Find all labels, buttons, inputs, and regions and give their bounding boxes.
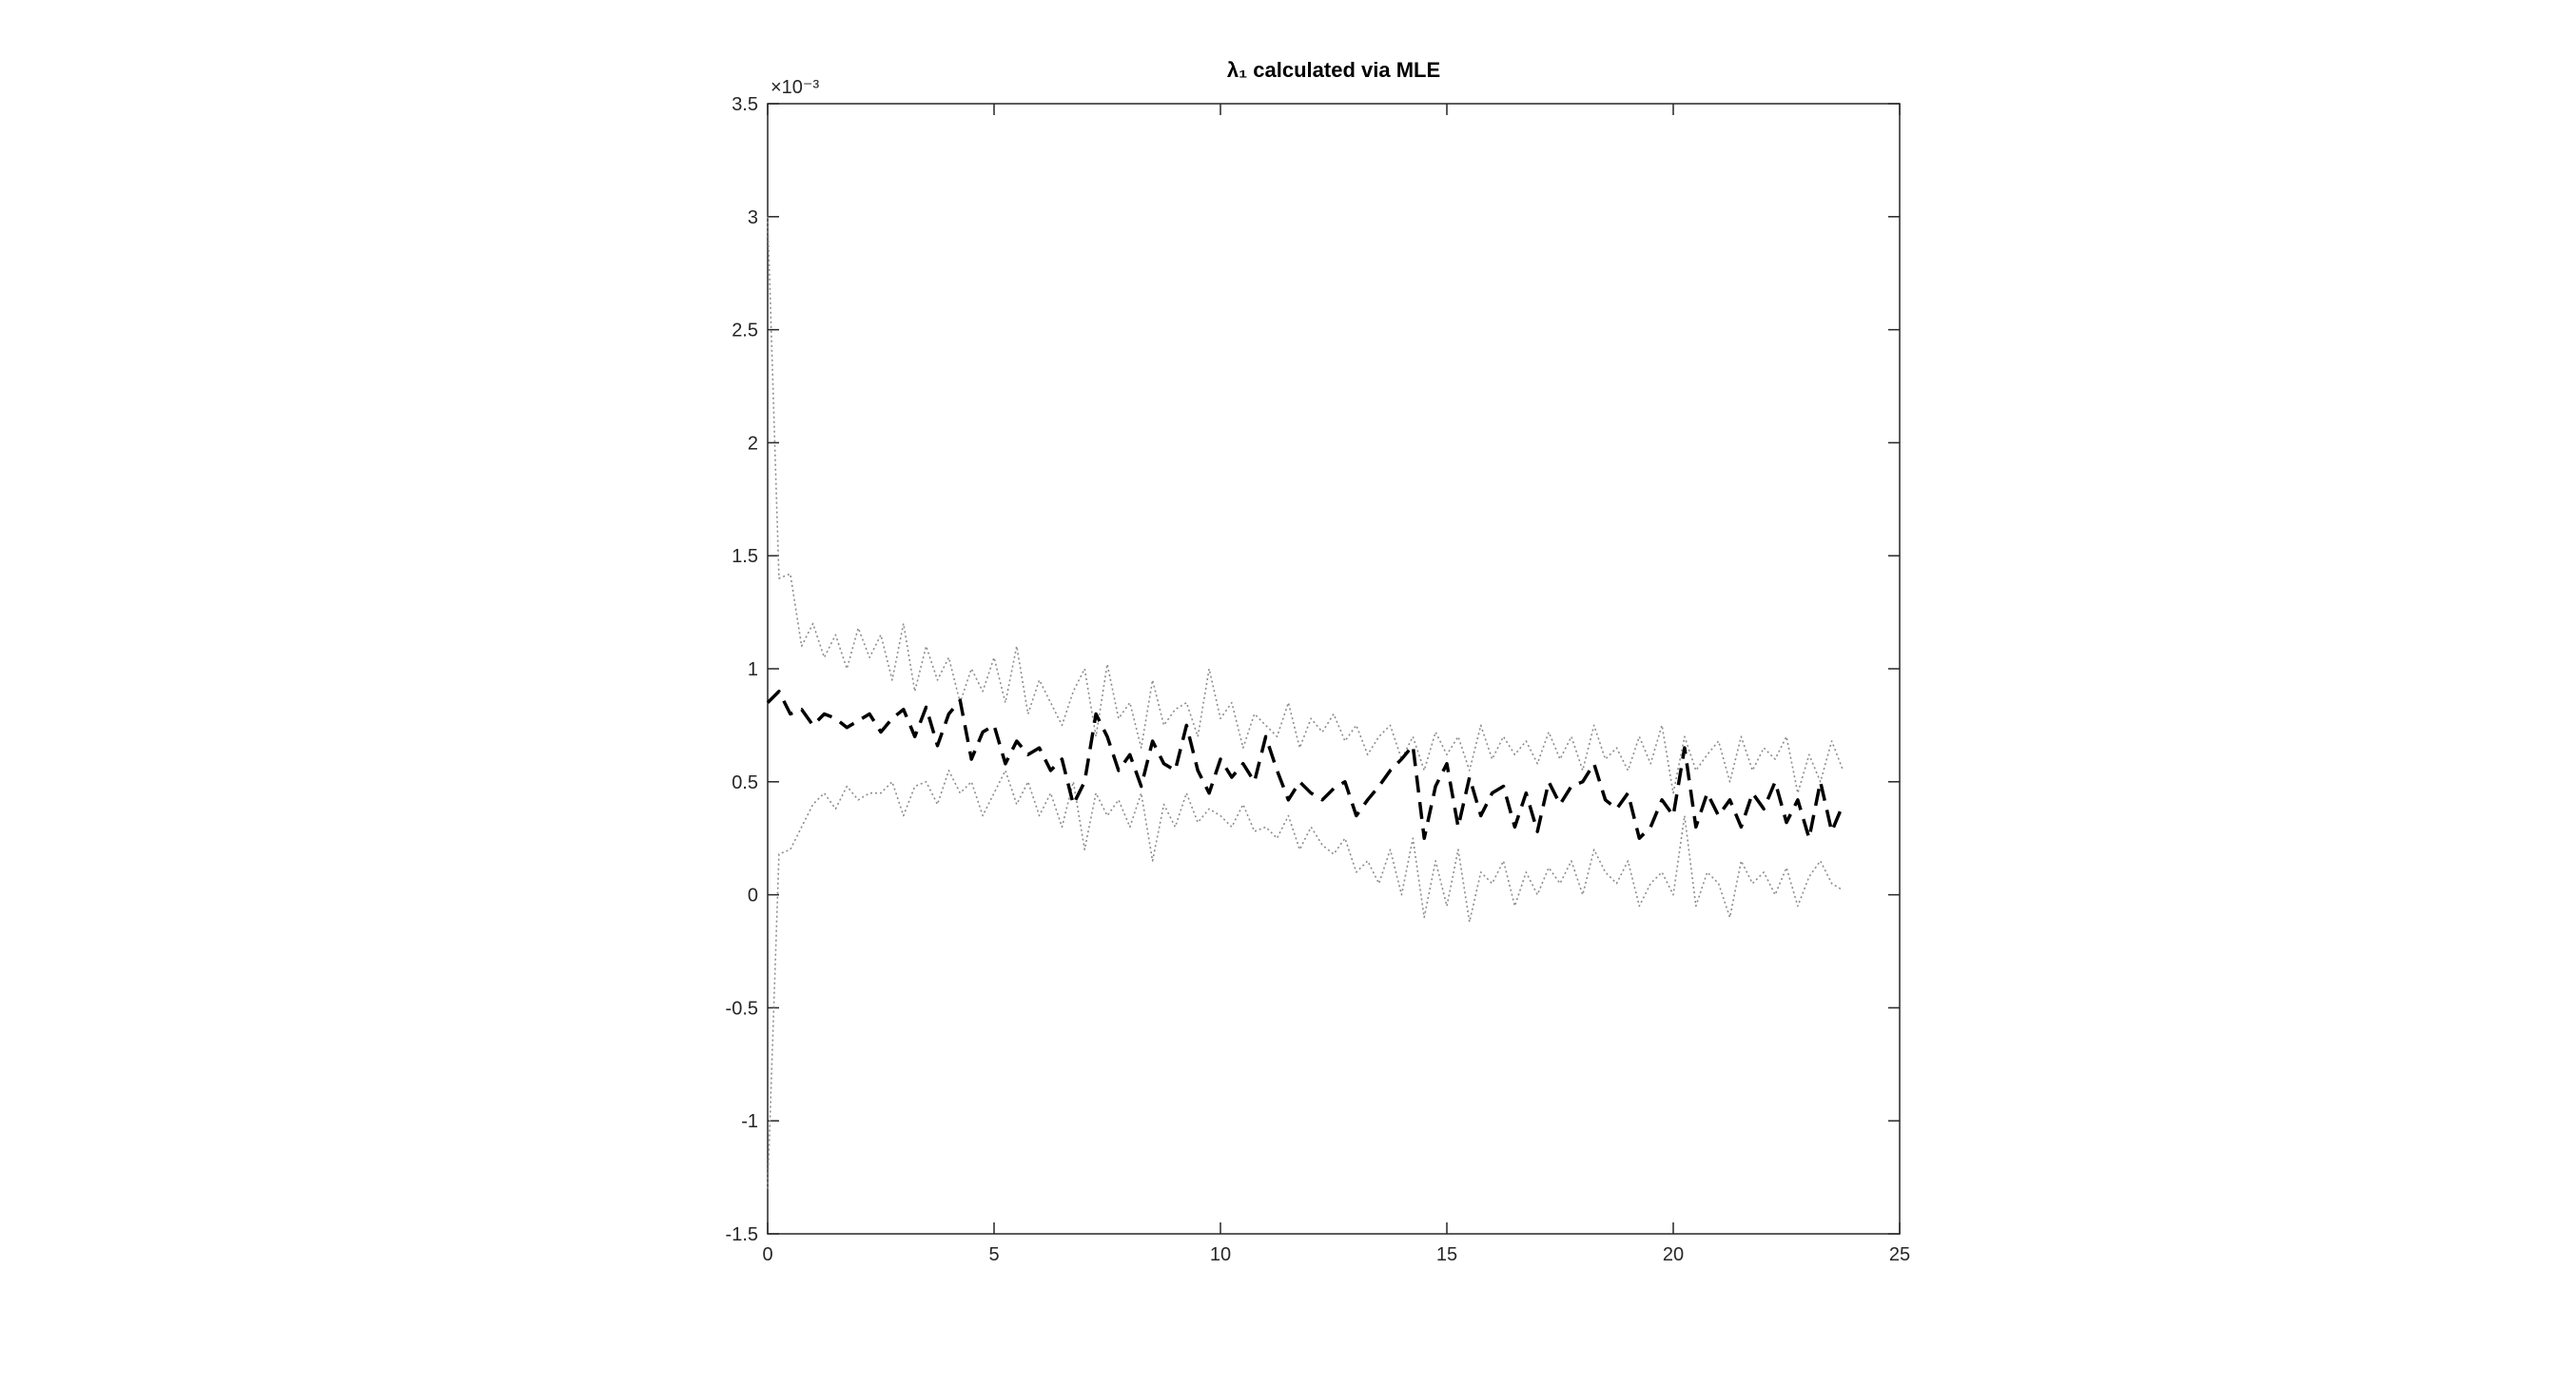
y-tick-label: 2 [748,433,758,454]
chart-title: λ₁ calculated via MLE [1227,58,1440,82]
y-tick-label: -1.5 [726,1224,758,1245]
y-tick-label: 3.5 [732,94,758,115]
y-tick-label: -0.5 [726,998,758,1019]
x-tick-label: 15 [1436,1244,1457,1265]
y-tick-label: 0.5 [732,772,758,793]
series-line [766,690,1845,840]
y-tick-label: 1 [748,659,758,680]
y-tick-label: 0 [748,886,758,907]
x-tick-label: 0 [762,1244,772,1265]
x-tick-label: 5 [988,1244,999,1265]
y-tick-label: 2.5 [732,321,758,342]
y-tick-label: 1.5 [732,546,758,567]
series-line [767,770,1844,1189]
y-tick-label: 3 [748,207,758,228]
plot-box [767,103,1901,1235]
x-tick-label: 25 [1889,1244,1910,1265]
x-tick-label: 20 [1663,1244,1684,1265]
y-exponent-label: ×10⁻³ [771,77,819,98]
x-tick-label: 10 [1210,1244,1231,1265]
y-tick-label: -1 [741,1111,758,1132]
